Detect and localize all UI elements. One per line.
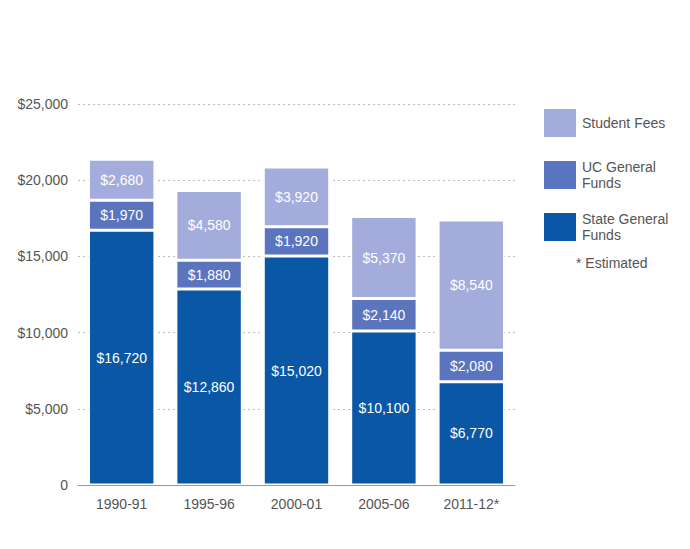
svg-text:$12,860: $12,860 xyxy=(184,379,235,395)
svg-text:* Estimated: * Estimated xyxy=(576,255,648,271)
svg-text:$1,970: $1,970 xyxy=(100,207,143,223)
svg-text:1990-91: 1990-91 xyxy=(96,496,148,512)
svg-text:2005-06: 2005-06 xyxy=(358,496,410,512)
svg-text:$2,680: $2,680 xyxy=(100,172,143,188)
svg-text:1995-96: 1995-96 xyxy=(183,496,235,512)
svg-text:$2,140: $2,140 xyxy=(362,307,405,323)
svg-text:$5,000: $5,000 xyxy=(25,401,68,417)
svg-text:Funds: Funds xyxy=(582,175,621,191)
svg-text:$2,080: $2,080 xyxy=(450,358,493,374)
svg-text:$4,580: $4,580 xyxy=(188,217,231,233)
svg-text:2011-12*: 2011-12* xyxy=(443,496,499,512)
svg-text:$3,920: $3,920 xyxy=(275,189,318,205)
svg-text:State General: State General xyxy=(582,211,672,227)
svg-text:$8,540: $8,540 xyxy=(450,277,493,293)
svg-text:UC General: UC General xyxy=(582,159,660,175)
svg-text:0: 0 xyxy=(60,477,68,493)
svg-text:$16,720: $16,720 xyxy=(96,350,147,366)
svg-text:$6,770: $6,770 xyxy=(450,425,493,441)
svg-text:$15,000: $15,000 xyxy=(17,248,68,264)
svg-text:Student Fees: Student Fees xyxy=(582,115,665,131)
svg-text:2000-01: 2000-01 xyxy=(271,496,323,512)
svg-text:$15,020: $15,020 xyxy=(271,363,322,379)
svg-text:$10,100: $10,100 xyxy=(359,400,410,416)
svg-text:$1,880: $1,880 xyxy=(188,267,231,283)
svg-text:$20,000: $20,000 xyxy=(17,172,68,188)
svg-text:$5,370: $5,370 xyxy=(362,250,405,266)
svg-text:$10,000: $10,000 xyxy=(17,325,68,341)
svg-text:$1,920: $1,920 xyxy=(275,233,318,249)
svg-text:Funds: Funds xyxy=(582,227,621,243)
svg-text:$25,000: $25,000 xyxy=(17,96,68,112)
